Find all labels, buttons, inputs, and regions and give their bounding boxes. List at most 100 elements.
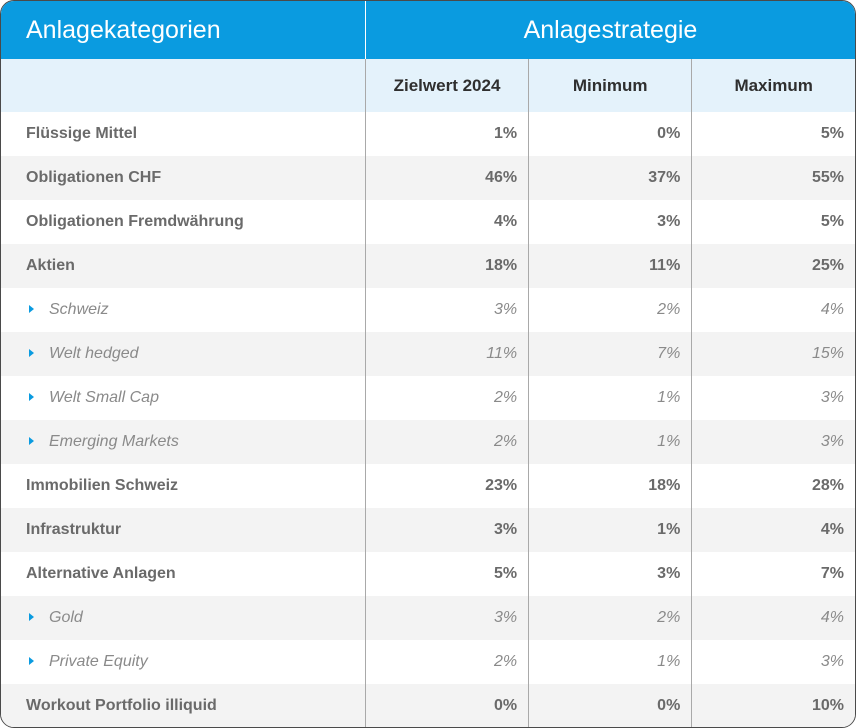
table-subrow: Welt hedged 11% 7% 15% xyxy=(1,332,855,376)
column-header-minimum: Minimum xyxy=(528,59,692,112)
table-row: Obligationen CHF 46% 37% 55% xyxy=(1,156,855,200)
column-header-target: Zielwert 2024 xyxy=(364,59,529,112)
maximum-value-cell: 7% xyxy=(691,552,855,596)
column-header-row: Zielwert 2024 Minimum Maximum xyxy=(1,59,855,112)
table-row: Aktien 18% 11% 25% xyxy=(1,244,855,288)
category-cell: Obligationen Fremdwährung xyxy=(1,200,365,244)
maximum-value-cell: 4% xyxy=(691,596,855,640)
category-label: Immobilien Schweiz xyxy=(26,477,179,494)
category-cell: Immobilien Schweiz xyxy=(1,464,365,508)
minimum-value-cell: 2% xyxy=(528,288,692,332)
category-cell: Welt Small Cap xyxy=(1,376,365,420)
category-cell: Alternative Anlagen xyxy=(1,552,365,596)
category-label: Schweiz xyxy=(49,301,109,318)
category-label: Aktien xyxy=(26,257,75,274)
strategy-header: Anlagestrategie xyxy=(364,1,855,59)
category-cell: Welt hedged xyxy=(1,332,366,376)
category-cell: Emerging Markets xyxy=(1,420,366,464)
column-header-maximum: Maximum xyxy=(691,59,855,112)
triangle-bullet-icon xyxy=(29,657,34,665)
minimum-value-cell: 3% xyxy=(528,552,692,596)
target-value-cell: 2% xyxy=(364,640,529,684)
maximum-value-cell: 4% xyxy=(691,508,855,552)
target-value-cell: 3% xyxy=(364,288,529,332)
blank-header-cell xyxy=(1,59,366,112)
maximum-value-cell: 5% xyxy=(691,112,855,156)
table-subrow: Gold 3% 2% 4% xyxy=(1,596,855,640)
categories-header: Anlagekategorien xyxy=(1,1,366,59)
minimum-value-cell: 37% xyxy=(528,156,692,200)
maximum-value-cell: 28% xyxy=(691,464,855,508)
minimum-value-cell: 0% xyxy=(528,684,692,727)
category-cell: Obligationen CHF xyxy=(1,156,366,200)
category-label: Flüssige Mittel xyxy=(26,125,138,142)
minimum-value-cell: 1% xyxy=(528,508,692,552)
target-value-cell: 2% xyxy=(364,376,529,420)
category-cell: Private Equity xyxy=(1,640,365,684)
category-label: Welt hedged xyxy=(49,345,139,362)
table-subrow: Welt Small Cap 2% 1% 3% xyxy=(1,376,855,420)
maximum-value-cell: 3% xyxy=(691,420,855,464)
target-value-cell: 4% xyxy=(364,200,529,244)
maximum-value-cell: 3% xyxy=(691,376,855,420)
category-label: Alternative Anlagen xyxy=(26,565,176,582)
table-subrow: Private Equity 2% 1% 3% xyxy=(1,640,855,684)
category-label: Infrastruktur xyxy=(26,521,122,538)
maximum-value-cell: 55% xyxy=(691,156,855,200)
minimum-value-cell: 1% xyxy=(528,420,692,464)
maximum-value-cell: 10% xyxy=(691,684,855,727)
target-value-cell: 3% xyxy=(364,508,529,552)
category-cell: Workout Portfolio illiquid xyxy=(1,684,366,727)
maximum-value-cell: 15% xyxy=(691,332,855,376)
minimum-value-cell: 2% xyxy=(528,596,692,640)
minimum-value-cell: 7% xyxy=(528,332,692,376)
triangle-bullet-icon xyxy=(29,437,34,445)
category-label: Emerging Markets xyxy=(49,433,179,450)
table-row: Workout Portfolio illiquid 0% 0% 10% xyxy=(1,684,855,727)
minimum-value-cell: 0% xyxy=(528,112,692,156)
category-cell: Flüssige Mittel xyxy=(1,112,365,156)
triangle-bullet-icon xyxy=(29,613,34,621)
table-body: Flüssige Mittel 1% 0% 5% Obligationen CHF 46%… xyxy=(1,112,855,727)
maximum-value-cell: 4% xyxy=(691,288,855,332)
header-row: Anlagekategorien Anlagestrategie xyxy=(1,1,855,59)
minimum-value-cell: 3% xyxy=(528,200,692,244)
triangle-bullet-icon xyxy=(29,305,34,313)
maximum-value-cell: 25% xyxy=(691,244,855,288)
target-value-cell: 3% xyxy=(364,596,529,640)
target-value-cell: 1% xyxy=(364,112,529,156)
table-subrow: Schweiz 3% 2% 4% xyxy=(1,288,855,332)
category-label: Welt Small Cap xyxy=(49,389,159,406)
triangle-bullet-icon xyxy=(29,393,34,401)
table-row: Obligationen Fremdwährung 4% 3% 5% xyxy=(1,200,855,244)
minimum-value-cell: 1% xyxy=(528,640,692,684)
maximum-value-cell: 5% xyxy=(691,200,855,244)
category-cell: Gold xyxy=(1,596,366,640)
triangle-bullet-icon xyxy=(29,349,34,357)
target-value-cell: 5% xyxy=(364,552,529,596)
target-value-cell: 18% xyxy=(364,244,529,288)
target-value-cell: 23% xyxy=(364,464,529,508)
target-value-cell: 46% xyxy=(364,156,529,200)
category-cell: Infrastruktur xyxy=(1,508,366,552)
table-subrow: Emerging Markets 2% 1% 3% xyxy=(1,420,855,464)
minimum-value-cell: 18% xyxy=(528,464,692,508)
minimum-value-cell: 1% xyxy=(528,376,692,420)
target-value-cell: 2% xyxy=(364,420,529,464)
table-row: Immobilien Schweiz 23% 18% 28% xyxy=(1,464,855,508)
category-cell: Schweiz xyxy=(1,288,365,332)
maximum-value-cell: 3% xyxy=(691,640,855,684)
minimum-value-cell: 11% xyxy=(528,244,692,288)
category-label: Gold xyxy=(49,609,83,626)
category-label: Obligationen Fremdwährung xyxy=(26,213,244,230)
target-value-cell: 0% xyxy=(364,684,529,727)
category-label: Workout Portfolio illiquid xyxy=(26,697,217,714)
table-row: Flüssige Mittel 1% 0% 5% xyxy=(1,112,855,156)
table-row: Alternative Anlagen 5% 3% 7% xyxy=(1,552,855,596)
category-label: Private Equity xyxy=(49,653,148,670)
table-row: Infrastruktur 3% 1% 4% xyxy=(1,508,855,552)
category-label: Obligationen CHF xyxy=(26,169,162,186)
target-value-cell: 11% xyxy=(364,332,529,376)
